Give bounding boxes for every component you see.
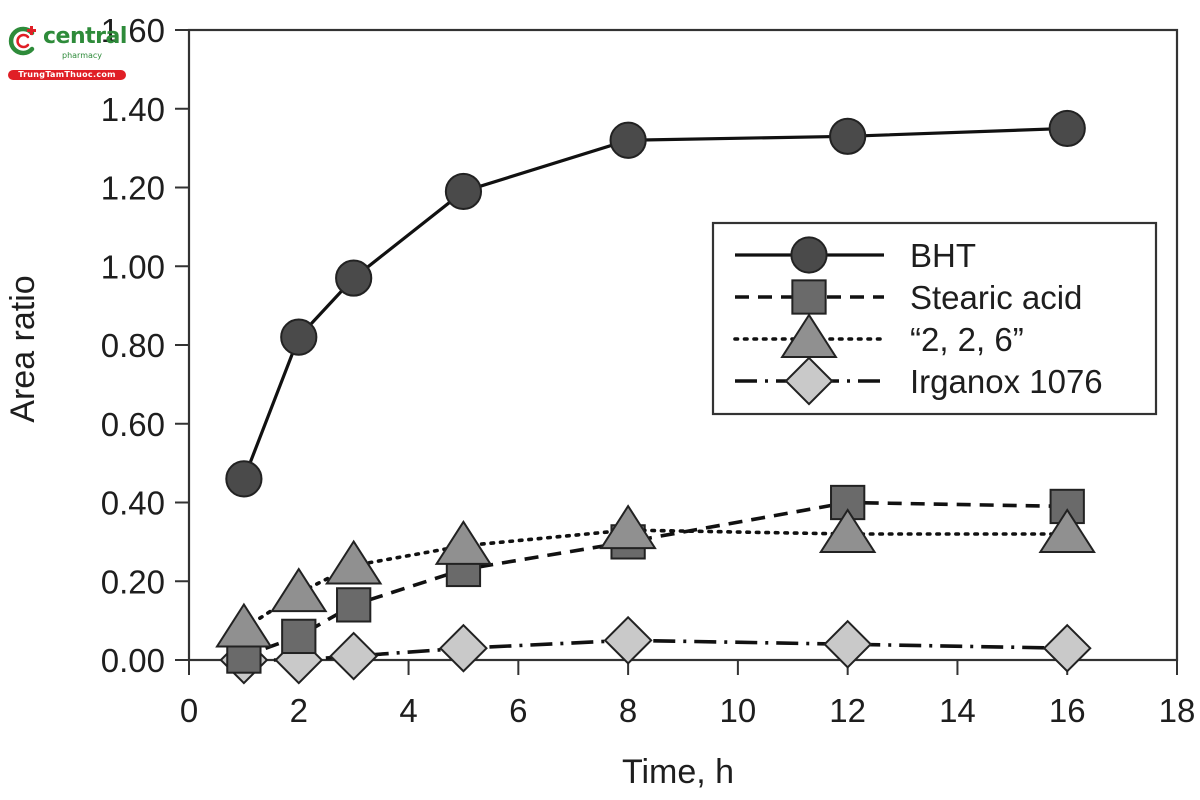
series-layer xyxy=(215,109,1096,685)
circle-marker-icon xyxy=(225,460,263,498)
logo-c-icon xyxy=(8,26,36,56)
triangle-marker-icon xyxy=(215,602,273,648)
circle-marker-icon xyxy=(829,117,867,155)
triangle-marker-icon xyxy=(270,567,328,613)
triangle-marker-icon xyxy=(599,504,657,550)
watermark-logo: central pharmacy TrungTamThuoc.com xyxy=(6,22,130,84)
legend-label: BHT xyxy=(910,237,976,274)
triangle-marker-icon xyxy=(1038,508,1096,553)
series-circle xyxy=(225,109,1086,498)
y-tick-label: 0.80 xyxy=(101,327,165,364)
x-axis-title: Time, h xyxy=(622,753,734,791)
circle-marker-icon xyxy=(609,121,647,159)
series-diamond xyxy=(219,615,1092,685)
x-tick-label: 14 xyxy=(939,692,976,729)
legend-label: Stearic acid xyxy=(910,279,1082,316)
triangle-marker-icon xyxy=(434,519,493,565)
legend-label: Irganox 1076 xyxy=(910,363,1103,400)
y-tick-label: 0.20 xyxy=(101,563,165,600)
y-tick-label: 1.20 xyxy=(101,170,165,207)
circle-marker-icon xyxy=(1048,109,1086,148)
axes: 0.00 0.20 0.40 0.60 0.80 1.00 1.20 1.40 1.60 0 2 4 6… xyxy=(101,12,1196,729)
diamond-marker-icon xyxy=(438,623,488,673)
y-axis-title: Area ratio xyxy=(4,275,42,422)
y-tick-label: 1.60 xyxy=(101,12,165,49)
legend-item: Stearic acid xyxy=(735,279,1082,316)
logo-banner: TrungTamThuoc.com xyxy=(8,70,126,80)
x-tick-label: 2 xyxy=(290,692,308,729)
diamond-marker-icon xyxy=(823,619,873,669)
square-marker-icon xyxy=(281,618,317,655)
series-triangle xyxy=(215,504,1096,648)
legend-item: “2, 2, 6” xyxy=(733,313,1024,358)
legend-item: Irganox 1076 xyxy=(735,356,1103,406)
x-tick-label: 18 xyxy=(1159,692,1196,729)
x-tick-label: 0 xyxy=(180,692,198,729)
triangle-marker-icon xyxy=(818,508,877,553)
x-tick-label: 6 xyxy=(509,692,527,729)
logo-subtext: pharmacy xyxy=(62,51,103,60)
x-tick-label: 4 xyxy=(399,692,417,729)
y-tick-label: 0.00 xyxy=(101,642,165,679)
circle-marker-icon xyxy=(335,259,373,297)
x-tick-label: 16 xyxy=(1049,692,1086,729)
diamond-marker-icon xyxy=(784,356,834,406)
y-tick-label: 1.40 xyxy=(101,91,165,128)
circle-marker-icon xyxy=(790,236,828,274)
x-tick-label: 8 xyxy=(619,692,637,729)
diamond-marker-icon xyxy=(329,631,379,681)
logo-wordmark: central xyxy=(43,24,127,49)
x-tick-label: 10 xyxy=(720,692,757,729)
square-marker-icon xyxy=(791,279,827,315)
x-tick-label: 12 xyxy=(829,692,866,729)
diamond-marker-icon xyxy=(603,615,653,665)
y-tick-label: 0.40 xyxy=(101,485,165,522)
y-tick-label: 1.00 xyxy=(101,248,165,285)
circle-marker-icon xyxy=(444,172,483,211)
square-marker-icon xyxy=(336,587,372,623)
y-tick-label: 0.60 xyxy=(101,406,165,443)
circle-marker-icon xyxy=(280,318,318,356)
legend-item: BHT xyxy=(735,236,976,274)
legend: BHT Stearic acid “2, 2, 6” Irganox 1076 xyxy=(711,221,1158,416)
triangle-marker-icon xyxy=(324,539,383,585)
diamond-marker-icon xyxy=(1042,623,1092,673)
legend-label: “2, 2, 6” xyxy=(910,321,1024,358)
